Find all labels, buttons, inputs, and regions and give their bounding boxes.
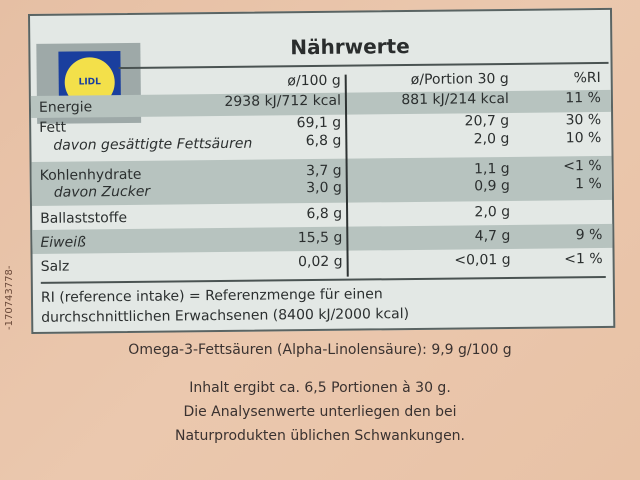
- row-per100: 0,02 g: [298, 253, 343, 271]
- header-per100: ø/100 g: [287, 72, 341, 90]
- table-row: Kohlenhydrate 3,7 g 1,1 g <1 % davon Zuc…: [31, 155, 612, 206]
- row-label: davon gesättigte Fettsäuren: [53, 135, 253, 154]
- row-label: Energie: [38, 99, 93, 116]
- row-per100: 69,1 g: [296, 114, 342, 132]
- row-per100: 3,0 g: [306, 179, 342, 197]
- row-portion: <0,01 g: [454, 251, 511, 269]
- header-portion: ø/Portion 30 g: [410, 70, 509, 88]
- row-label: Ballaststoffe: [40, 209, 128, 227]
- row-portion: 881 kJ/214 kcal: [401, 90, 509, 109]
- row-label: Kohlenhydrate: [39, 166, 142, 184]
- row-per100: 2938 kJ/712 kcal: [224, 92, 342, 110]
- row-per100: 6,8 g: [305, 132, 342, 150]
- row-portion: 4,7 g: [474, 227, 511, 245]
- row-ri: 11 %: [565, 90, 601, 107]
- row-label: Eiweiß: [40, 234, 86, 251]
- row-label: davon Zucker: [53, 183, 151, 201]
- row-ri: <1 %: [563, 158, 602, 175]
- row-label: Fett: [39, 119, 67, 136]
- omega-note: Omega-3-Fettsäuren (Alpha-Linolensäure):…: [128, 342, 512, 358]
- title-divider: [118, 61, 609, 70]
- row-ri: 1 %: [575, 176, 602, 193]
- row-per100: 15,5 g: [297, 229, 343, 247]
- row-portion: 2,0 g: [474, 203, 511, 221]
- row-per100: 6,8 g: [306, 205, 343, 223]
- row-ri: 10 %: [565, 130, 602, 147]
- row-ri: 9 %: [575, 226, 603, 244]
- product-code: -170743778-: [4, 265, 15, 330]
- row-ri: <1 %: [564, 250, 603, 268]
- table-title: Nährwerte: [290, 34, 410, 60]
- row-portion: 20,7 g: [464, 112, 510, 130]
- analysis-note-2: Naturprodukten üblichen Schwankungen.: [174, 428, 465, 444]
- row-portion: 0,9 g: [474, 177, 510, 195]
- row-per100: 3,7 g: [305, 162, 342, 180]
- ri-footnote: RI (reference intake) = Referenzmenge fü…: [40, 275, 607, 328]
- portion-note: Inhalt ergibt ca. 6,5 Portionen à 30 g.: [189, 380, 451, 396]
- table-row: Salz 0,02 g <0,01 g <1 %: [33, 248, 613, 278]
- row-portion: 2,0 g: [473, 130, 510, 148]
- header-ri: %RI: [573, 70, 601, 87]
- table-row: Fett 69,1 g 20,7 g 30 % davon gesättigte…: [31, 112, 611, 162]
- row-portion: 1,1 g: [473, 160, 510, 178]
- analysis-note: Die Analysenwerte unterliegen den bei: [183, 404, 457, 420]
- row-ri: 30 %: [565, 112, 602, 129]
- nutrition-table: LIDL Nährwerte ø/100 g ø/Portion 30 g %R…: [28, 7, 616, 334]
- row-label: Salz: [40, 258, 70, 275]
